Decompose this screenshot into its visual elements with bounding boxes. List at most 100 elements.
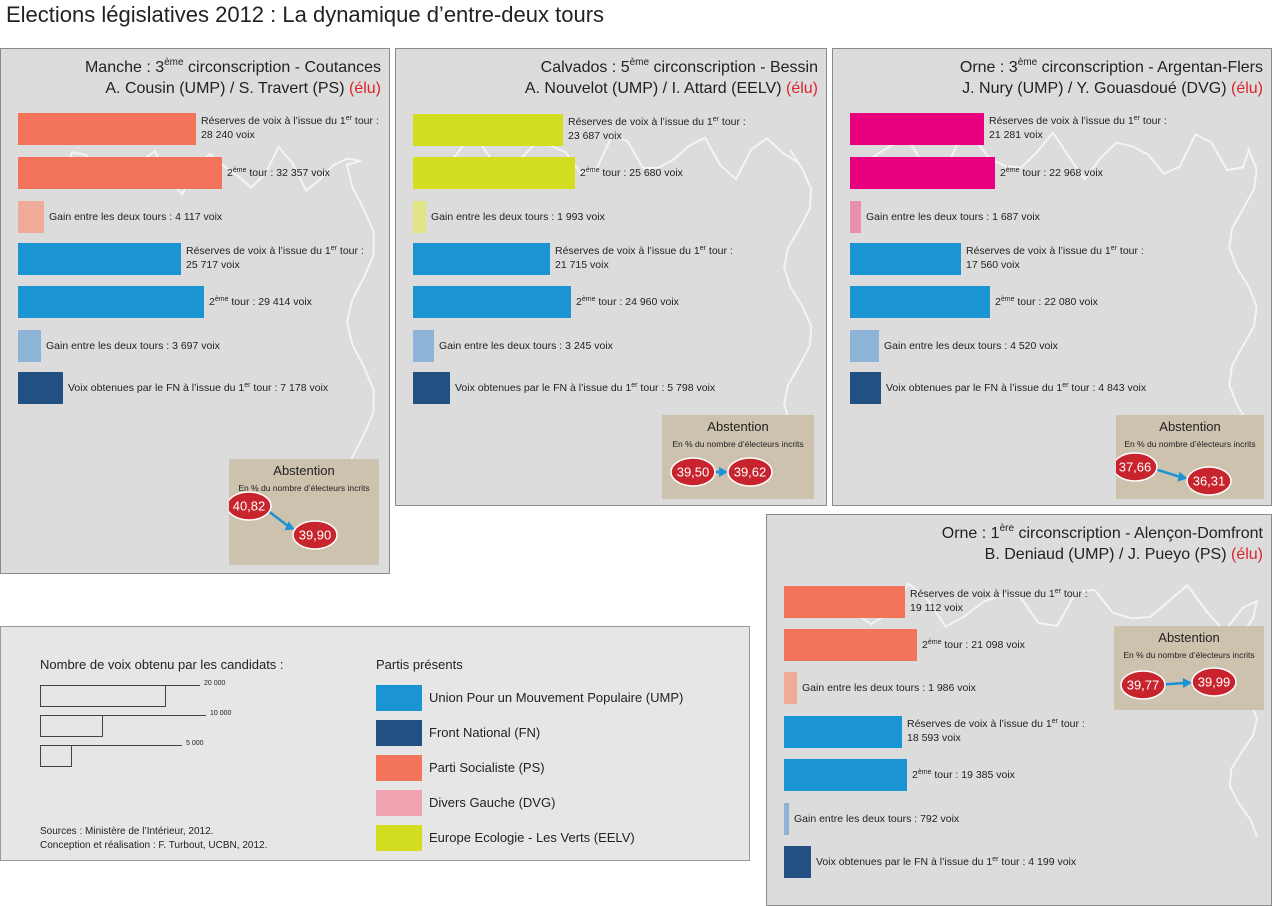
bar-label: 2ème tour : 24 960 voix xyxy=(576,296,679,308)
bar-label-text: Réserves de voix à l’issue du 1er tour : xyxy=(568,116,746,128)
abstention-arrow-icon xyxy=(284,521,295,531)
bar-ump-reserves xyxy=(18,243,181,275)
elected-marker: (élu) xyxy=(1230,546,1263,563)
elected-marker: (élu) xyxy=(1230,80,1263,97)
map-outline-background xyxy=(425,130,813,425)
bar-fn-fn xyxy=(850,372,881,404)
legend-swatch-fn xyxy=(376,720,422,746)
map-outline-background xyxy=(796,582,1259,837)
abstention-first-round-value: 39,50 xyxy=(677,465,710,480)
bar-label-value: 28 240 voix xyxy=(201,129,255,141)
bar-label: 2ème tour : 22 080 voix xyxy=(995,296,1098,308)
map-outline xyxy=(796,582,1259,837)
abstention-subtitle: En % du nombre d’électeurs incrits xyxy=(238,483,370,493)
bar-fn-fn xyxy=(413,372,450,404)
bar-ps-gain xyxy=(18,201,44,233)
bar-eelv-second xyxy=(413,157,575,189)
abstention-second-round-value: 39,90 xyxy=(299,528,332,543)
abstention-title: Abstention xyxy=(1158,630,1220,645)
bar-eelv-reserves xyxy=(413,114,563,146)
bar-label: Gain entre les deux tours : 4 520 voix xyxy=(884,340,1058,352)
bar-label: Voix obtenues par le FN à l’issue du 1er… xyxy=(68,382,329,394)
abstention-subtitle: En % du nombre d’électeurs incrits xyxy=(672,439,804,449)
abstention-first-round-badge xyxy=(1120,670,1166,700)
bar-label-value: 25 717 voix xyxy=(186,259,240,271)
candidates-names: B. Deniaud (UMP) / J. Pueyo (PS) xyxy=(984,546,1231,563)
abstention-box: Abstention En % du nombre d’électeurs inc… xyxy=(1116,415,1264,499)
legend-swatch-ps xyxy=(376,755,422,781)
abstention-graphic: 39,77 39,99 xyxy=(1120,667,1237,700)
scale-rectangle xyxy=(40,715,103,737)
panel-alencon-domfront: Orne : 1ère circonscription - Alençon-Do… xyxy=(766,514,1272,906)
legend-label: Europe Ecologie - Les Verts (EELV) xyxy=(429,830,635,845)
bar-label: Réserves de voix à l’issue du 1er tour :… xyxy=(201,114,379,142)
abstention-arrow-icon xyxy=(719,467,728,477)
bar-label-value: 23 687 voix xyxy=(568,130,622,142)
abstention-box: Abstention En % du nombre d’électeurs inc… xyxy=(1114,626,1264,710)
map-outline xyxy=(425,130,813,425)
bar-fn-fn xyxy=(18,372,63,404)
sources-line: Sources : Ministère de l’Intérieur, 2012… xyxy=(40,826,214,837)
bar-eelv-gain xyxy=(413,201,426,233)
panel-title: Orne : 1ère circonscription - Alençon-Do… xyxy=(942,523,1263,565)
abstention-arrow-icon xyxy=(1182,678,1192,688)
abstention-graphic: 37,66 36,31 xyxy=(1116,452,1232,496)
bar-label-text: Réserves de voix à l’issue du 1er tour : xyxy=(910,588,1088,600)
abstention-arrow-line xyxy=(1164,681,1187,686)
candidates-names: J. Nury (UMP) / Y. Gouasdoué (DVG) xyxy=(962,80,1231,97)
panel-title-line1: Orne : 3ème circonscription - Argentan-F… xyxy=(959,57,1263,77)
bar-ump-second xyxy=(413,286,571,318)
panel-title-line2: A. Nouvelot (UMP) / I. Attard (EELV) (él… xyxy=(525,78,818,99)
abstention-first-round-value: 37,66 xyxy=(1119,460,1152,475)
bar-ps-second xyxy=(18,157,222,189)
abstention-second-round-badge xyxy=(727,457,773,487)
abstention-second-round-value: 39,62 xyxy=(734,465,767,480)
bar-ump-gain xyxy=(413,330,434,362)
panel-title: Orne : 3ème circonscription - Argentan-F… xyxy=(960,57,1263,99)
bar-label-text: Réserves de voix à l’issue du 1er tour : xyxy=(186,245,364,257)
legend-swatch-ump xyxy=(376,685,422,711)
bar-label-text: Réserves de voix à l’issue du 1er tour : xyxy=(201,115,379,127)
bar-ump-reserves xyxy=(784,716,902,748)
abstention-second-round-badge xyxy=(1186,466,1232,496)
bar-label-value: 17 560 voix xyxy=(966,259,1020,271)
bar-label: Réserves de voix à l’issue du 1er tour :… xyxy=(186,244,364,272)
legend-swatch-eelv xyxy=(376,825,422,851)
bar-label: Réserves de voix à l’issue du 1er tour :… xyxy=(568,115,746,143)
bar-label: 2ème tour : 19 385 voix xyxy=(912,769,1015,781)
scale-leader-line xyxy=(166,685,200,686)
panel-title-line1: Manche : 3ème circonscription - Coutance… xyxy=(84,57,381,77)
bar-label: Réserves de voix à l’issue du 1er tour :… xyxy=(555,244,733,272)
bar-label: 2ème tour : 29 414 voix xyxy=(209,296,312,308)
sources-text: Sources : Ministère de l’Intérieur, 2012… xyxy=(40,825,267,853)
bar-label-text: Réserves de voix à l’issue du 1er tour : xyxy=(907,718,1085,730)
legend-box: Nombre de voix obtenu par les candidats … xyxy=(0,626,750,861)
panel-title-line1: Orne : 1ère circonscription - Alençon-Do… xyxy=(941,523,1263,543)
bar-label-value: 18 593 voix xyxy=(907,732,961,744)
elected-marker: (élu) xyxy=(785,80,818,97)
bar-label: Gain entre les deux tours : 4 117 voix xyxy=(49,211,223,223)
abstention-second-round-value: 36,31 xyxy=(1193,474,1226,489)
bar-label-text: Réserves de voix à l’issue du 1er tour : xyxy=(555,245,733,257)
abstention-arrow-line xyxy=(1156,468,1182,479)
abstention-title: Abstention xyxy=(273,463,335,478)
scale-rectangle xyxy=(40,745,72,767)
abstention-second-round-badge xyxy=(1191,667,1237,697)
bar-ump-second xyxy=(850,286,990,318)
bar-fn-fn xyxy=(784,846,811,878)
abstention-graphic: 40,82 39,90 xyxy=(229,491,338,550)
bar-label: Gain entre les deux tours : 3 245 voix xyxy=(439,340,613,352)
abstention-title: Abstention xyxy=(1159,419,1221,434)
bar-label: Voix obtenues par le FN à l’issue du 1er… xyxy=(886,382,1147,394)
bar-ump-gain xyxy=(850,330,879,362)
bar-ump-reserves xyxy=(850,243,961,275)
abstention-first-round-badge xyxy=(229,491,272,521)
bar-ump-gain xyxy=(784,803,789,835)
abstention-arrow-icon xyxy=(1177,471,1188,482)
abstention-subtitle: En % du nombre d’électeurs incrits xyxy=(1124,439,1256,449)
bar-ump-second xyxy=(784,759,907,791)
abstention-second-round-value: 39,99 xyxy=(1198,675,1231,690)
abstention-arrow-line xyxy=(268,510,291,528)
panel-coutances: Manche : 3ème circonscription - Coutance… xyxy=(0,48,390,574)
scale-leader-line xyxy=(103,715,206,716)
